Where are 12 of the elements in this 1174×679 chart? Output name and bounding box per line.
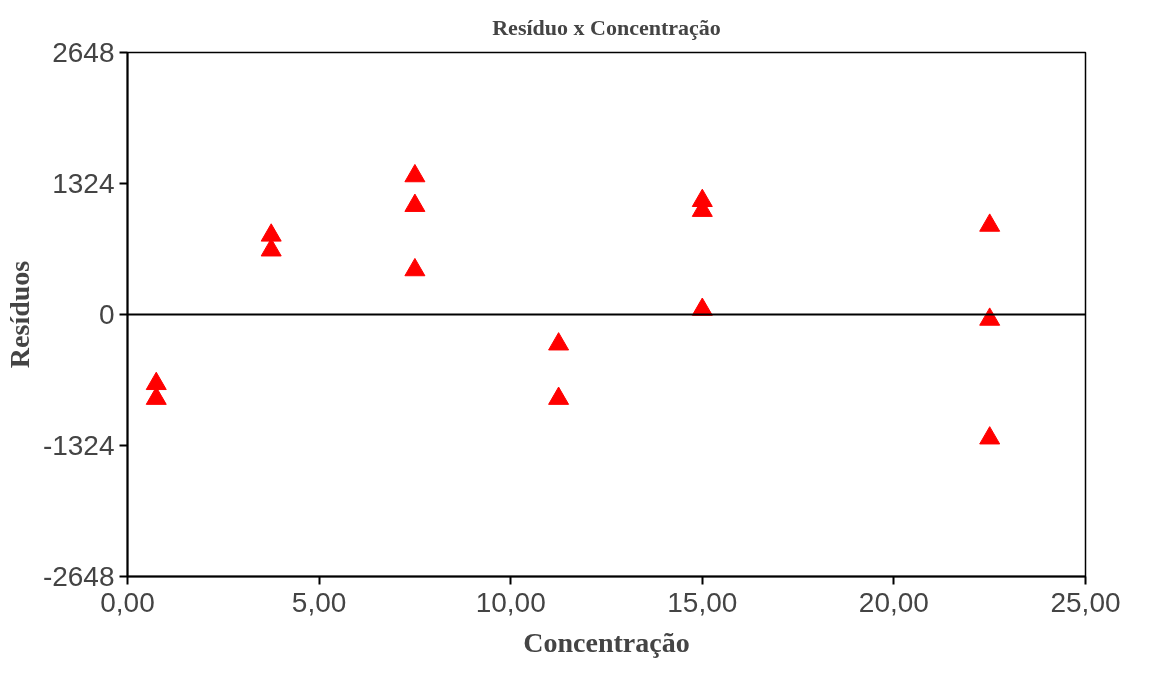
x-tick-label: 10,00 [475, 586, 546, 618]
y-tick-label: 2648 [52, 37, 115, 68]
y-axis-title: Resíduos [3, 260, 35, 369]
x-tick-label: 15,00 [667, 586, 738, 618]
x-tick-label: 25,00 [1050, 586, 1121, 618]
x-tick-label: 5,00 [291, 586, 347, 618]
y-tick-label: 0 [98, 299, 115, 330]
y-tick-label: -1324 [42, 430, 115, 461]
x-tick-label: 20,00 [858, 586, 929, 618]
y-tick-label: 1324 [52, 168, 115, 199]
x-axis-title: Concentração [523, 626, 690, 658]
chart-title: Resíduo x Concentração [492, 15, 721, 40]
